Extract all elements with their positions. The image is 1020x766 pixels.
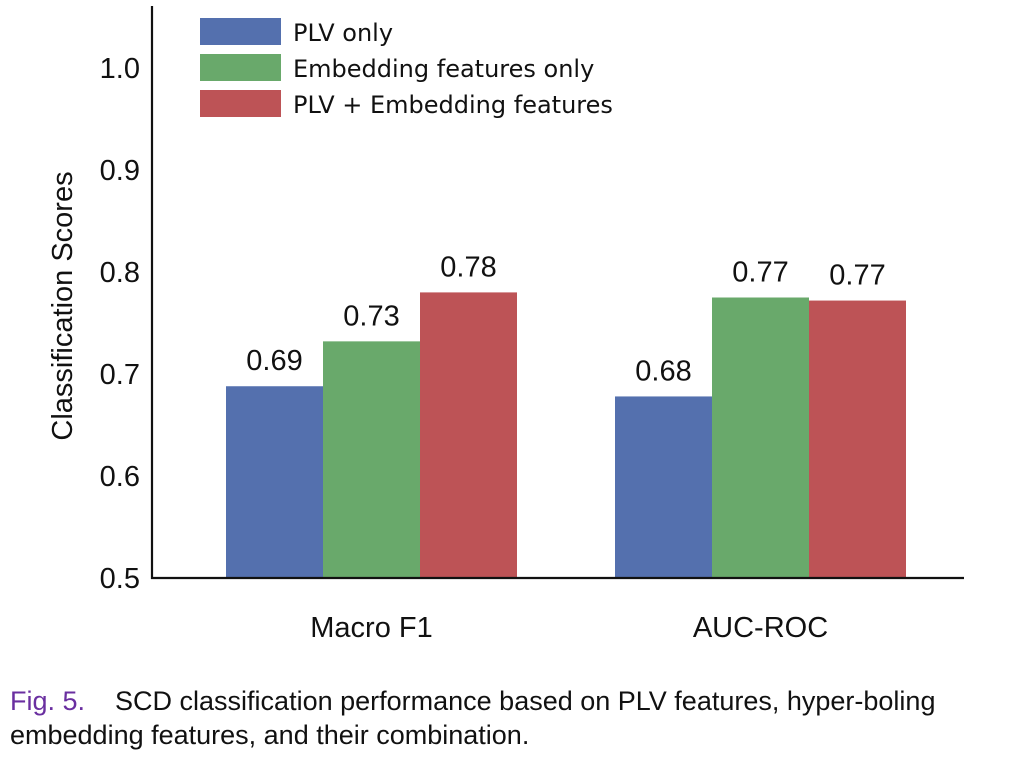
legend-swatch bbox=[200, 54, 281, 81]
figure-caption: Fig. 5. SCD classification performance ba… bbox=[10, 684, 1010, 752]
data-label: 0.68 bbox=[635, 355, 691, 387]
legend-swatch bbox=[200, 90, 281, 117]
bar-3-macro-f1 bbox=[420, 292, 517, 578]
bar-2-auc-roc bbox=[712, 297, 809, 578]
x-tick-label: Macro F1 bbox=[310, 612, 432, 644]
bar-chart: 0.69 0.73 0.78 0.68 0.77 0.77 0.5 0.6 0.7 0.8 0.9… bbox=[47, 6, 964, 644]
data-label: 0.69 bbox=[246, 345, 302, 377]
bars-group bbox=[226, 292, 906, 578]
legend-swatch bbox=[200, 18, 281, 45]
y-tick-label: 0.9 bbox=[100, 155, 140, 187]
y-tick-label: 0.8 bbox=[100, 257, 140, 289]
legend-label: Embedding features only bbox=[293, 55, 594, 83]
x-tick-label: AUC-ROC bbox=[693, 612, 828, 644]
legend-label: PLV only bbox=[293, 19, 393, 47]
bar-3-auc-roc bbox=[809, 300, 906, 578]
bar-1-macro-f1 bbox=[226, 386, 323, 578]
y-tick-label: 0.5 bbox=[100, 563, 140, 595]
axes-group bbox=[150, 6, 964, 580]
y-axis-label: Classification Scores bbox=[47, 171, 79, 440]
y-ticks-group: 0.5 0.6 0.7 0.8 0.9 1.0 bbox=[100, 53, 140, 595]
bar-1-auc-roc bbox=[615, 396, 712, 578]
x-ticks-group: Macro F1 AUC-ROC bbox=[310, 612, 828, 644]
data-label: 0.78 bbox=[440, 251, 496, 283]
y-tick-label: 1.0 bbox=[100, 53, 140, 85]
y-tick-label: 0.7 bbox=[100, 359, 140, 391]
y-tick-label: 0.6 bbox=[100, 461, 140, 493]
value-labels-group: 0.69 0.73 0.78 0.68 0.77 0.77 bbox=[246, 251, 885, 387]
data-label: 0.73 bbox=[343, 300, 399, 332]
bar-2-macro-f1 bbox=[323, 341, 420, 578]
legend-label: PLV + Embedding features bbox=[293, 91, 613, 119]
caption-text: SCD classification performance based on … bbox=[10, 686, 936, 750]
data-label: 0.77 bbox=[732, 257, 788, 289]
figure-number: Fig. 5. bbox=[10, 686, 86, 716]
legend: PLV only Embedding features only PLV + Emb… bbox=[200, 18, 613, 119]
data-label: 0.77 bbox=[829, 260, 885, 292]
